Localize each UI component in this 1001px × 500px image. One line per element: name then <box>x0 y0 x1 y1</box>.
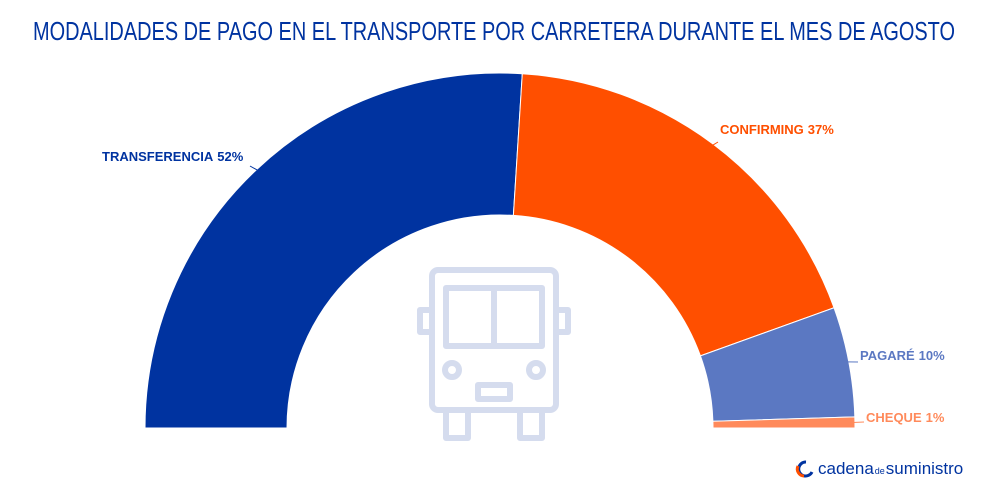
value-label: 37% <box>808 122 834 137</box>
value-label: 52% <box>217 149 243 164</box>
slice-label: CHEQUE 1% <box>866 410 945 425</box>
leader-line <box>249 165 259 172</box>
slice-label: CONFIRMING 37% <box>720 122 834 137</box>
slice-label: PAGARÉ 10% <box>860 348 945 363</box>
category-label: CONFIRMING <box>720 122 804 137</box>
brand-part: de <box>875 466 885 476</box>
value-label: 10% <box>919 348 945 363</box>
slice-label: TRANSFERENCIA 52% <box>102 149 244 164</box>
truck-icon <box>417 267 571 441</box>
brand: cadenadesuministro <box>818 459 963 478</box>
brand-logo: cadenadesuministro <box>795 459 963 478</box>
brand-part: cadena <box>818 459 874 478</box>
category-label: PAGARÉ <box>860 348 915 363</box>
category-label: CHEQUE <box>866 410 922 425</box>
slice <box>144 72 523 429</box>
category-label: TRANSFERENCIA <box>102 149 214 164</box>
leader-line <box>711 141 719 147</box>
slice <box>512 73 835 357</box>
chart-title: MODALIDADES DE PAGO EN EL TRANSPORTE POR… <box>33 16 955 46</box>
logo-arc <box>795 465 805 478</box>
brand-part: suministro <box>886 459 963 478</box>
slice <box>712 416 856 429</box>
value-label: 1% <box>926 410 945 425</box>
